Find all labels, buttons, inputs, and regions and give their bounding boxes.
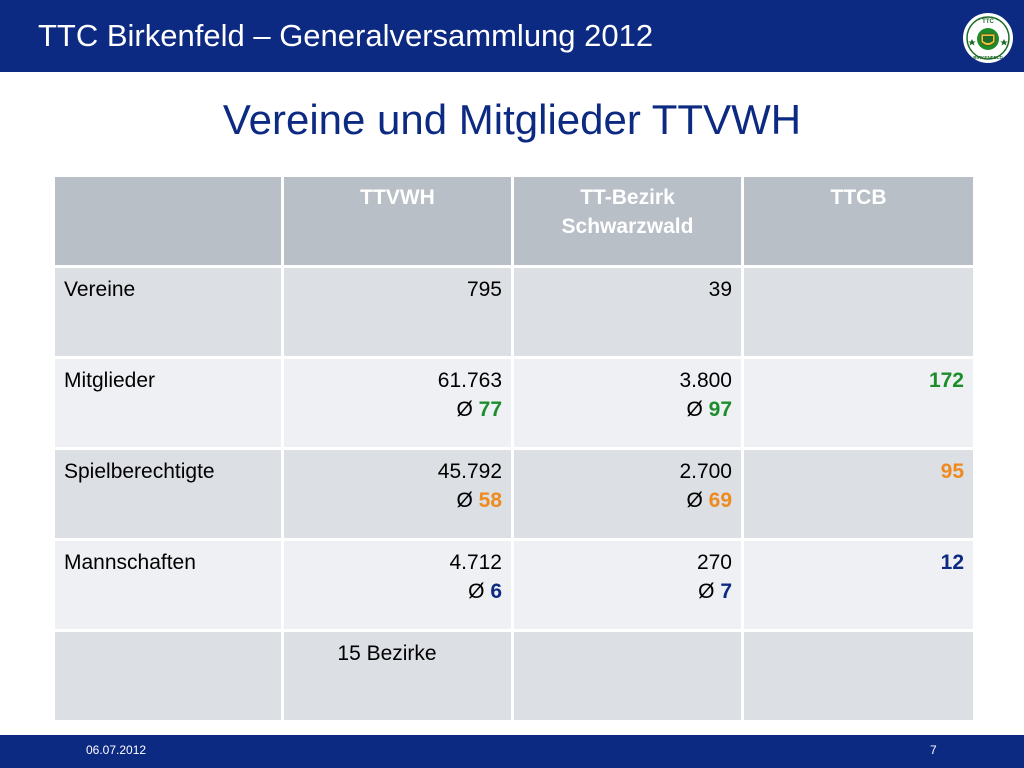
average-symbol: Ø [686,489,709,512]
table-header-ttcb: TTCB [744,177,973,265]
average-value: 77 [478,398,502,421]
row-label: Mannschaften [55,541,281,629]
cell-ttvwh: 795 [284,268,511,356]
cell-value: 2.700 [679,460,732,483]
average-symbol: Ø [456,489,479,512]
slide-title: Vereine und Mitglieder TTVWH [222,96,802,143]
row-label: Spielberechtigte [55,450,281,538]
average-value: 6 [490,580,502,603]
header-bar: TTC Birkenfeld – Generalversammlung 2012… [0,0,1024,72]
cell-average: Ø 6 [293,577,502,606]
average-symbol: Ø [456,398,479,421]
svg-text:BIRKENFELD: BIRKENFELD [973,55,1003,60]
cell-bezirk: 270 Ø 7 [514,541,741,629]
cell-value: 12 [940,551,964,574]
cell-value: 795 [466,278,502,301]
row-label: Vereine [55,268,281,356]
cell-average: Ø 97 [523,395,732,424]
cell-ttcb: 12 [744,541,973,629]
presentation-title: TTC Birkenfeld – Generalversammlung 2012 [38,18,654,53]
cell-value: 61.763 [437,369,502,392]
statistics-table: TTVWH TT-Bezirk Schwarzwald TTCB Vereine… [52,174,976,723]
cell-value: 95 [940,460,964,483]
average-value: 58 [478,489,502,512]
cell-value: 4.712 [449,551,502,574]
table-row-mitglieder: Mitglieder 61.763 Ø 77 3.800 Ø 97 172 [55,359,973,447]
table-row-vereine: Vereine 795 39 [55,268,973,356]
cell-ttcb [744,632,973,720]
table-header-blank [55,177,281,265]
average-symbol: Ø [698,580,721,603]
cell-value: 39 [708,278,732,301]
cell-average: Ø 69 [523,486,732,515]
table-header-ttvwh: TTVWH [284,177,511,265]
cell-ttcb: 95 [744,450,973,538]
cell-bezirk: 39 [514,268,741,356]
row-label: Mitglieder [55,359,281,447]
cell-value: 3.800 [679,369,732,392]
cell-bezirk: 2.700 Ø 69 [514,450,741,538]
table-header-bezirk: TT-Bezirk Schwarzwald [514,177,741,265]
cell-ttcb: 172 [744,359,973,447]
club-logo: TTC BIRKENFELD [963,13,1013,63]
average-value: 7 [720,580,732,603]
cell-value: 172 [928,369,964,392]
table-row-bezirke: 15 Bezirke [55,632,973,720]
cell-average: Ø 58 [293,486,502,515]
cell-ttvwh: 61.763 Ø 77 [284,359,511,447]
average-symbol: Ø [468,580,491,603]
page-number: 7 [930,743,937,757]
cell-ttvwh: 15 Bezirke [284,632,511,720]
average-value: 69 [708,489,732,512]
cell-bezirk: 3.800 Ø 97 [514,359,741,447]
cell-ttvwh: 45.792 Ø 58 [284,450,511,538]
table-row-mannschaften: Mannschaften 4.712 Ø 6 270 Ø 7 12 [55,541,973,629]
cell-average: Ø 77 [293,395,502,424]
cell-value: 270 [696,551,732,574]
table-header-row: TTVWH TT-Bezirk Schwarzwald TTCB [55,177,973,265]
table-row-spielberechtigte: Spielberechtigte 45.792 Ø 58 2.700 Ø 69 … [55,450,973,538]
cell-average: Ø 7 [523,577,732,606]
cell-bezirk [514,632,741,720]
average-symbol: Ø [686,398,709,421]
row-label [55,632,281,720]
cell-ttcb [744,268,973,356]
footer-bar: 06.07.2012 7 [0,735,1024,768]
cell-value: 45.792 [437,460,502,483]
svg-text:TTC: TTC [982,19,994,25]
cell-value: 15 Bezirke [337,642,437,665]
cell-ttvwh: 4.712 Ø 6 [284,541,511,629]
footer-date: 06.07.2012 [86,743,147,757]
average-value: 97 [708,398,732,421]
